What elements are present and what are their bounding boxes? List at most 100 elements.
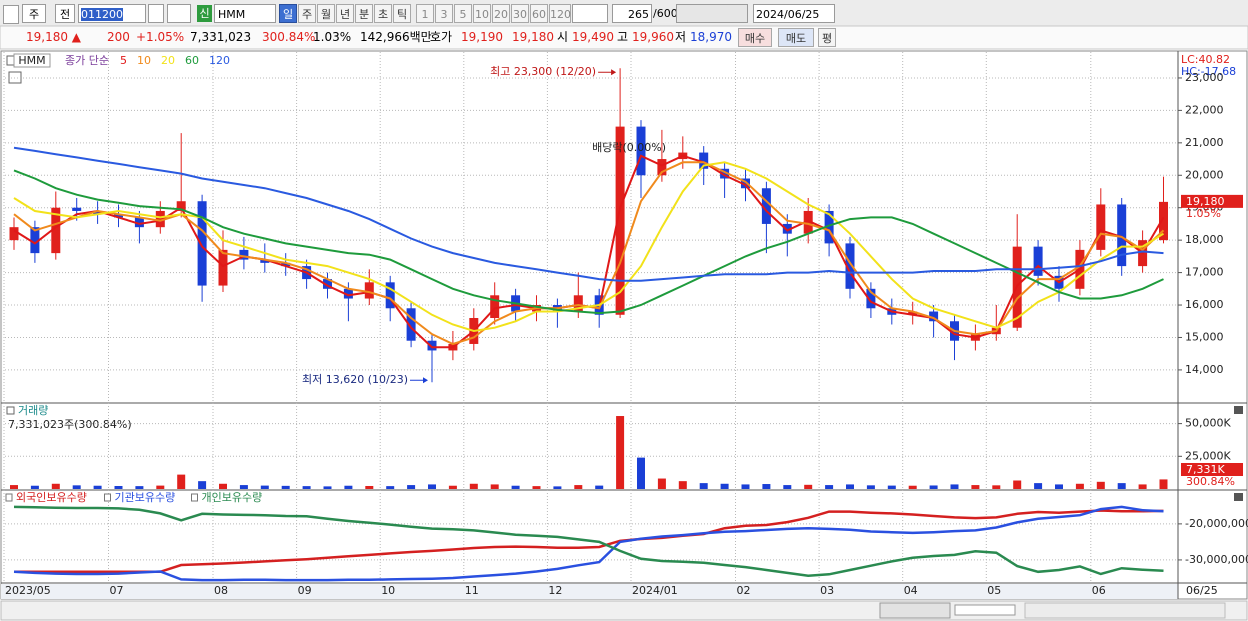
code-text: 011200: [81, 8, 123, 21]
candle-body: [720, 168, 730, 179]
name-box: [13, 53, 51, 68]
interval-button[interactable]: 3: [435, 4, 453, 23]
x-tick-label: 09: [298, 584, 312, 597]
volume-bar: [1055, 484, 1063, 489]
legend-entry: 5: [120, 54, 127, 67]
volume-bar: [929, 485, 938, 489]
interval-button[interactable]: 120: [549, 4, 571, 23]
ask-label: 호가: [430, 30, 453, 44]
volume-bar: [386, 486, 395, 489]
change: 200: [107, 30, 130, 44]
volume-bar: [992, 485, 1001, 489]
search-icon[interactable]: [148, 4, 164, 23]
avg-button[interactable]: 평: [818, 28, 836, 47]
legend-icon: [191, 493, 198, 502]
interval-button[interactable]: 20: [492, 4, 510, 23]
legend-icon: [104, 493, 111, 502]
low-label: 저: [675, 30, 687, 44]
candle-body: [929, 311, 939, 322]
volume-ratio: 300.84%: [262, 30, 316, 44]
volume-bar: [825, 485, 834, 489]
volume-bar: [553, 486, 562, 489]
amount: 142,966백만: [360, 30, 432, 44]
period-button[interactable]: 분: [355, 4, 373, 23]
candle-body: [1033, 246, 1043, 276]
zoom-slider[interactable]: [954, 604, 1016, 616]
chart-tools[interactable]: [1024, 602, 1226, 619]
candle-body: [176, 201, 186, 211]
volume-bar: [156, 485, 165, 489]
y-tick-label: 16,000: [1185, 298, 1224, 311]
x-tick-label: 05: [987, 584, 1001, 597]
candle-body: [30, 227, 40, 254]
volume-bar: [1117, 483, 1126, 489]
candle-body: [218, 249, 228, 286]
volume-bar: [804, 484, 813, 489]
y-tick-label: -20,000,000: [1185, 517, 1248, 530]
y-tick-label: 25,000K: [1185, 449, 1231, 462]
close-panel[interactable]: [1234, 406, 1243, 414]
date-input[interactable]: 2024/06/25: [753, 4, 835, 23]
count-input[interactable]: 265: [612, 4, 652, 23]
low-arrowhead: [423, 377, 428, 384]
candle-body: [761, 188, 771, 224]
dividend-note: 배당락(0.00%): [592, 141, 666, 154]
y-tick-label: -30,000,000: [1185, 553, 1248, 566]
volume-bar: [532, 486, 541, 489]
legend-prefix: 종가 단순: [65, 54, 109, 67]
y-tick-label: 14,000: [1185, 363, 1224, 376]
menu-icon[interactable]: [3, 5, 19, 24]
code-input[interactable]: 011200: [78, 4, 146, 23]
holding-line: [13, 505, 1164, 578]
buy-button[interactable]: 매수: [738, 28, 772, 47]
interval-button[interactable]: 10: [473, 4, 491, 23]
interval-button[interactable]: 30: [511, 4, 529, 23]
volume-bar: [344, 485, 353, 489]
x-tick-label: 08: [214, 584, 228, 597]
close-panel[interactable]: [1234, 493, 1243, 501]
legend-entry: 120: [209, 54, 230, 67]
hc-label: HC:-17.68: [1181, 65, 1236, 78]
x-tick-label: 03: [820, 584, 834, 597]
panel-icon[interactable]: [6, 406, 15, 415]
name-input[interactable]: HMM: [214, 4, 276, 23]
candle-body: [197, 201, 207, 286]
high-note: 최고 23,300 (12/20): [490, 65, 596, 78]
tool-icons[interactable]: [676, 4, 748, 23]
interval-button[interactable]: 60: [530, 4, 548, 23]
volume-bar: [428, 484, 436, 489]
candle-body: [364, 282, 374, 299]
end-date-label: 06/25: [1186, 584, 1218, 597]
volume-bar: [971, 485, 980, 489]
volume-bar: [135, 486, 144, 489]
volume-bar: [741, 484, 750, 489]
candle-body: [636, 126, 646, 176]
sound-icon[interactable]: [167, 4, 191, 23]
period-button[interactable]: 주: [298, 4, 316, 23]
legend-entry: 10: [137, 54, 151, 67]
period-button[interactable]: 초: [374, 4, 392, 23]
ma-line: [13, 146, 1164, 282]
interval-select[interactable]: [572, 4, 608, 23]
period-button[interactable]: 년: [336, 4, 354, 23]
interval-button[interactable]: 5: [454, 4, 472, 23]
volume-bar: [699, 483, 708, 489]
low-note: 최저 13,620 (10/23): [302, 373, 408, 386]
interval-button[interactable]: 1: [416, 4, 434, 23]
period-button[interactable]: 월: [317, 4, 335, 23]
period-button[interactable]: 틱: [393, 4, 411, 23]
volume-bar: [490, 484, 499, 489]
candle-body: [72, 207, 82, 211]
candle-body: [427, 340, 437, 351]
candle-body: [573, 295, 583, 312]
x-axis-strip: [1, 584, 1178, 599]
volume-bar: [595, 485, 604, 489]
period-prefix[interactable]: 주: [22, 4, 46, 23]
ask: 19,190: [461, 30, 503, 44]
prev-button[interactable]: 전: [55, 4, 75, 23]
period-button[interactable]: 일: [279, 4, 297, 23]
sell-button[interactable]: 매도: [778, 28, 814, 47]
scroll-buttons[interactable]: [879, 602, 951, 619]
